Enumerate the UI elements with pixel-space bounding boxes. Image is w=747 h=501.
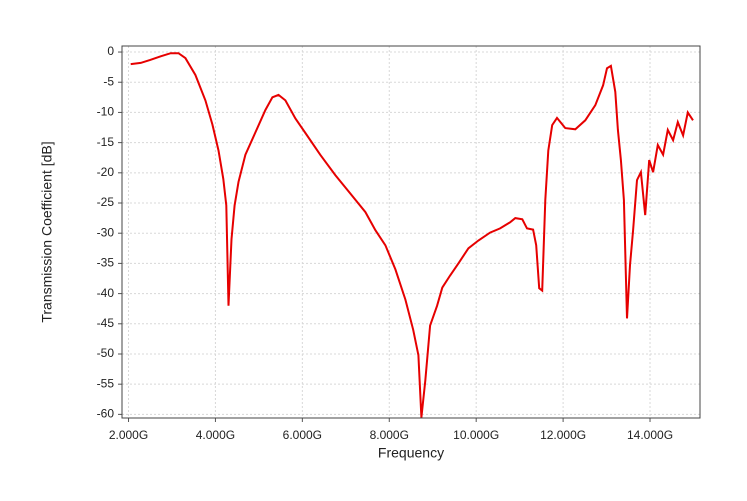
y-axis-title: Transmission Coefficient [dB]: [39, 141, 55, 322]
y-tick-label: -25: [97, 195, 115, 209]
x-tick-label: 2.000G: [109, 428, 148, 442]
y-tick-label: -50: [97, 346, 115, 360]
x-tick-label: 8.000G: [370, 428, 409, 442]
x-tick-label: 14.000G: [627, 428, 673, 442]
x-tick-label: 12.000G: [540, 428, 586, 442]
x-tick-label: 10.000G: [453, 428, 499, 442]
y-tick-label: -55: [97, 376, 115, 390]
plot-frame: [121, 45, 701, 419]
y-tick-label: -20: [97, 165, 115, 179]
x-tick-label: 4.000G: [196, 428, 235, 442]
y-tick-label: -45: [97, 316, 115, 330]
y-tick-label: -5: [103, 74, 114, 88]
y-tick-label: -15: [97, 135, 115, 149]
data-line: [130, 52, 694, 418]
y-tick-label: -30: [97, 225, 115, 239]
y-tick-label: -35: [97, 256, 115, 270]
y-tick-label: 0: [107, 44, 114, 58]
y-tick-label: -40: [97, 286, 115, 300]
y-tick-label: -10: [97, 105, 115, 119]
y-tick-label: -60: [97, 407, 115, 421]
x-tick-label: 6.000G: [283, 428, 322, 442]
x-axis-title: Frequency: [378, 445, 444, 461]
